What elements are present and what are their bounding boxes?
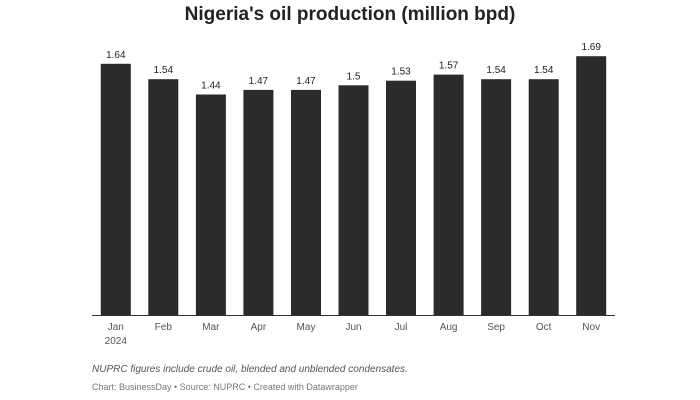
value-label-jan: 1.64: [106, 50, 126, 61]
value-label-aug: 1.57: [439, 61, 459, 72]
value-label-jul: 1.53: [391, 67, 411, 78]
x-tick-label-jun: Jun: [345, 322, 361, 333]
bar-jun: [338, 85, 369, 315]
x-tick-label-jul: Jul: [395, 322, 408, 333]
x-tick-label-sep: Sep: [487, 322, 505, 333]
value-label-feb: 1.54: [154, 65, 174, 76]
bar-may: [291, 89, 321, 316]
x-tick-label-feb: Feb: [155, 322, 173, 333]
x-tick-label-nov: Nov: [582, 322, 600, 333]
bar-nov: [576, 56, 607, 315]
bar-feb: [148, 79, 179, 315]
value-label-jun: 1.5: [347, 71, 361, 82]
chart-title: Nigeria's oil production (million bpd): [184, 4, 516, 25]
chart-note: NUPRC figures include crude oil, blended…: [92, 364, 408, 375]
bar-jan: [100, 63, 131, 315]
chart-source: Chart: BusinessDay • Source: NUPRC • Cre…: [92, 382, 358, 392]
bar-jul: [386, 80, 416, 315]
value-label-oct: 1.54: [534, 65, 554, 76]
bars-layer: [100, 56, 607, 316]
x-tick-label-apr: Apr: [251, 322, 267, 333]
bar-oct: [528, 79, 559, 315]
value-label-sep: 1.54: [486, 65, 506, 76]
x-tick-label-aug: Aug: [440, 322, 458, 333]
value-label-may: 1.47: [296, 76, 316, 87]
x-tick-year-label: 2024: [105, 336, 128, 347]
x-tick-label-mar: Mar: [202, 322, 220, 333]
x-tick-label-jan: Jan: [108, 322, 124, 333]
bar-aug: [433, 74, 464, 315]
bar-apr: [243, 89, 274, 316]
value-labels-layer: 1.64 1.54 1.44 1.47 1.47 1.5 1.53 1.57 1.54 1.54 1…: [106, 42, 601, 91]
value-label-nov: 1.69: [581, 42, 601, 53]
x-tick-label-oct: Oct: [536, 322, 552, 333]
bar-mar: [195, 94, 226, 315]
value-label-apr: 1.47: [249, 76, 269, 87]
value-label-mar: 1.44: [201, 81, 221, 92]
x-tick-label-may: May: [297, 322, 316, 333]
bar-sep: [481, 79, 512, 315]
x-tick-labels-layer: Jan 2024 Feb Mar Apr May Jun Jul Aug Sep Oct Nov: [105, 322, 600, 347]
